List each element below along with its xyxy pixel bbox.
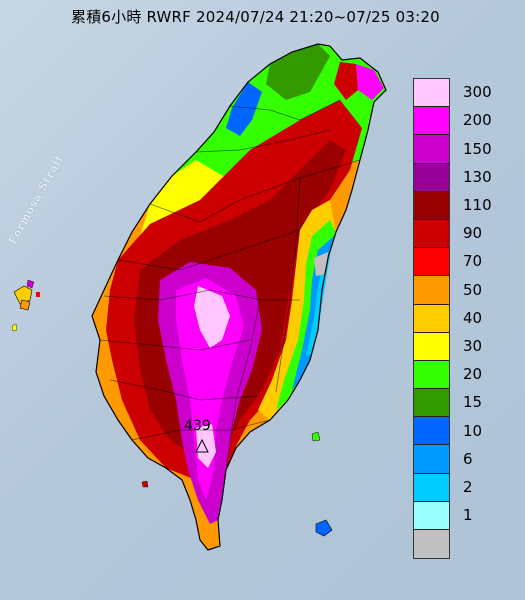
legend-swatch [414, 360, 449, 390]
legend-label: 50 [463, 280, 483, 299]
northeast-red [334, 62, 358, 100]
east-coast-gray [314, 252, 328, 276]
legend-label: 30 [463, 336, 483, 355]
legend-swatch [414, 248, 449, 277]
peak-marker-icon [195, 438, 209, 453]
light-pink-core-2 [196, 424, 216, 468]
legend-swatch [414, 417, 449, 446]
map-title: 累積6小時 RWRF 2024/07/24 21:20~07/25 03:20 [71, 8, 440, 26]
liuqiu-island [141, 480, 149, 488]
north-coast-blue [226, 82, 262, 136]
county-borders [99, 99, 361, 471]
penghu-islands [11, 279, 40, 332]
legend-swatch [414, 135, 449, 164]
legend-swatch [414, 276, 449, 305]
legend-swatch [414, 304, 449, 333]
legend-swatch [414, 389, 449, 418]
legend-swatch [414, 79, 449, 108]
legend-swatch [414, 530, 449, 559]
legend-swatch [414, 163, 449, 192]
legend-label: 2 [463, 477, 473, 496]
color-legend [413, 78, 450, 560]
legend-label: 10 [463, 421, 483, 440]
pink-zone [176, 278, 244, 500]
legend-swatch [414, 107, 449, 136]
legend-label: 40 [463, 308, 483, 327]
orchid-island [315, 519, 333, 537]
legend-label: 15 [463, 393, 483, 412]
legend-swatch [414, 445, 449, 474]
northeast-magenta [356, 64, 384, 100]
island-outline [91, 43, 387, 551]
legend-label: 200 [463, 111, 492, 130]
legend-label: 300 [463, 83, 492, 102]
legend-swatch [414, 473, 449, 502]
peak-value-label: 439 [184, 418, 211, 434]
legend-swatch [414, 501, 449, 530]
legend-label: 110 [463, 195, 492, 214]
legend-swatch [414, 191, 449, 220]
legend-swatch [414, 219, 449, 249]
legend-label: 90 [463, 224, 483, 243]
legend-label: 6 [463, 449, 473, 468]
legend-label: 1 [463, 506, 473, 525]
legend-swatch [414, 332, 449, 361]
green-island [311, 431, 321, 442]
light-pink-core [194, 286, 230, 348]
legend-label: 20 [463, 365, 483, 384]
legend-label: 130 [463, 167, 492, 186]
legend-label: 150 [463, 139, 492, 158]
legend-label: 70 [463, 252, 483, 271]
